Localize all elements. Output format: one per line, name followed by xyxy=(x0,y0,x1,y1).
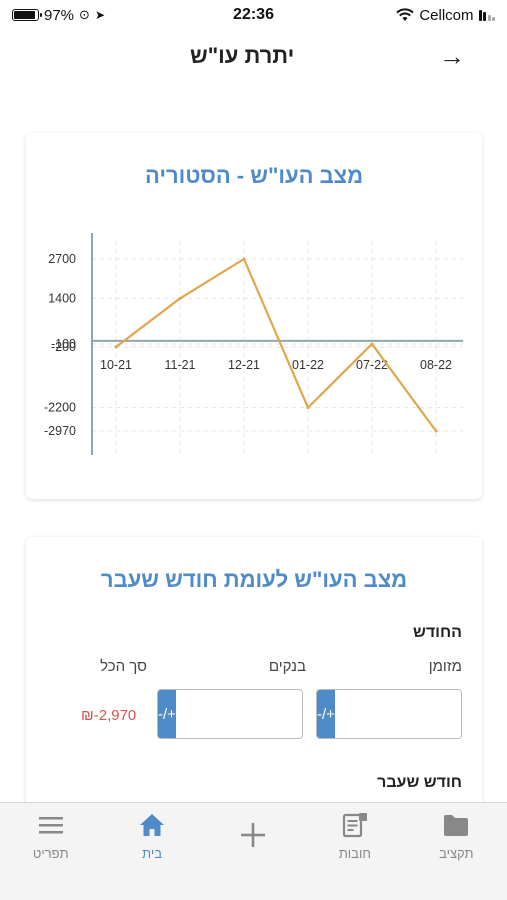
x-tick-label: 11-21 xyxy=(164,358,195,372)
data-point xyxy=(242,257,246,261)
x-tick-label: 07-22 xyxy=(356,358,388,372)
tab-add[interactable] xyxy=(203,811,303,900)
menu-icon xyxy=(38,811,64,839)
signal-icon xyxy=(478,9,495,21)
total-value: ₪-2,970 xyxy=(81,707,137,724)
y-tick-label: -200 xyxy=(51,340,76,354)
carrier-name: Cellcom xyxy=(419,6,474,24)
y-tick-label: 1400 xyxy=(48,291,76,305)
tab-budget-label: תקציב xyxy=(439,846,474,861)
tab-bar: תפריט בית חובות תקציב xyxy=(0,802,507,900)
x-tick-label: 10-21 xyxy=(100,358,132,372)
cash-input[interactable] xyxy=(334,690,461,738)
month-comparison-card: מצב העו"ש לעומת חודש שעבר החודש מזומן בנ… xyxy=(26,537,482,837)
history-card: מצב העו"ש - הסטוריה 2700 1400 -100 -200 -220… xyxy=(26,133,482,499)
y-tick-label: -100 xyxy=(51,337,76,351)
clock: 22:36 xyxy=(233,6,274,23)
plus-icon xyxy=(240,811,266,859)
y-tick-label: 2700 xyxy=(48,252,76,266)
debts-icon xyxy=(342,811,368,839)
banks-stepper: -/+ xyxy=(157,689,303,739)
rotation-lock-icon: ⊙ xyxy=(79,7,90,22)
tab-budget[interactable]: תקציב xyxy=(406,811,506,900)
data-point xyxy=(178,296,182,300)
data-point xyxy=(306,406,310,410)
status-bar: 97% ⊙ ➤ 22:36 Cellcom xyxy=(0,0,507,30)
status-left: 97% ⊙ ➤ xyxy=(12,7,105,24)
total-column-label: סך הכל xyxy=(100,658,147,675)
last-month-label: חודש שעבר xyxy=(377,774,462,791)
balance-series-line xyxy=(115,257,437,432)
current-month-label: החודש xyxy=(412,624,462,641)
banks-column-label: בנקים xyxy=(268,658,306,675)
status-right: Cellcom xyxy=(396,7,495,24)
y-tick-label: -2970 xyxy=(44,424,76,438)
tab-menu[interactable]: תפריט xyxy=(1,811,101,900)
back-arrow-icon[interactable]: → xyxy=(439,40,465,71)
tab-menu-label: תפריט xyxy=(32,846,69,861)
month-card-title: מצב העו"ש לעומת חודש שעבר xyxy=(100,567,408,592)
history-card-title: מצב העו"ש - הסטוריה xyxy=(144,163,364,188)
cash-sign-toggle-button[interactable]: -/+ xyxy=(317,690,335,738)
banks-sign-toggle-button[interactable]: -/+ xyxy=(158,690,176,738)
wifi-icon xyxy=(396,8,415,21)
cash-stepper: -/+ xyxy=(316,689,462,739)
data-point xyxy=(114,345,118,349)
battery-percent: 97% xyxy=(44,6,75,24)
data-point xyxy=(370,342,374,346)
x-tick-label: 01-22 xyxy=(292,358,324,372)
folder-icon xyxy=(442,811,470,839)
battery-icon xyxy=(12,9,42,21)
home-icon xyxy=(139,811,165,839)
x-tick-label: 08-22 xyxy=(420,358,452,372)
balance-history-chart: 2700 1400 -100-200 -2200 -2970 10-21 11-21 12-2… xyxy=(44,233,463,455)
banks-input[interactable] xyxy=(175,690,302,738)
data-point xyxy=(434,429,438,433)
page-title: יתרת עו"ש xyxy=(190,43,295,68)
cash-column-label: מזומן xyxy=(428,658,462,675)
tab-home[interactable]: בית xyxy=(102,811,202,900)
x-tick-label: 12-21 xyxy=(228,358,260,372)
location-arrow-icon: ➤ xyxy=(94,8,105,22)
tab-debts[interactable]: חובות xyxy=(305,811,405,900)
header: יתרת עו"ש → xyxy=(0,30,507,82)
tab-debts-label: חובות xyxy=(338,846,371,861)
y-tick-label: -2200 xyxy=(44,401,76,415)
tab-home-label: בית xyxy=(142,846,163,861)
